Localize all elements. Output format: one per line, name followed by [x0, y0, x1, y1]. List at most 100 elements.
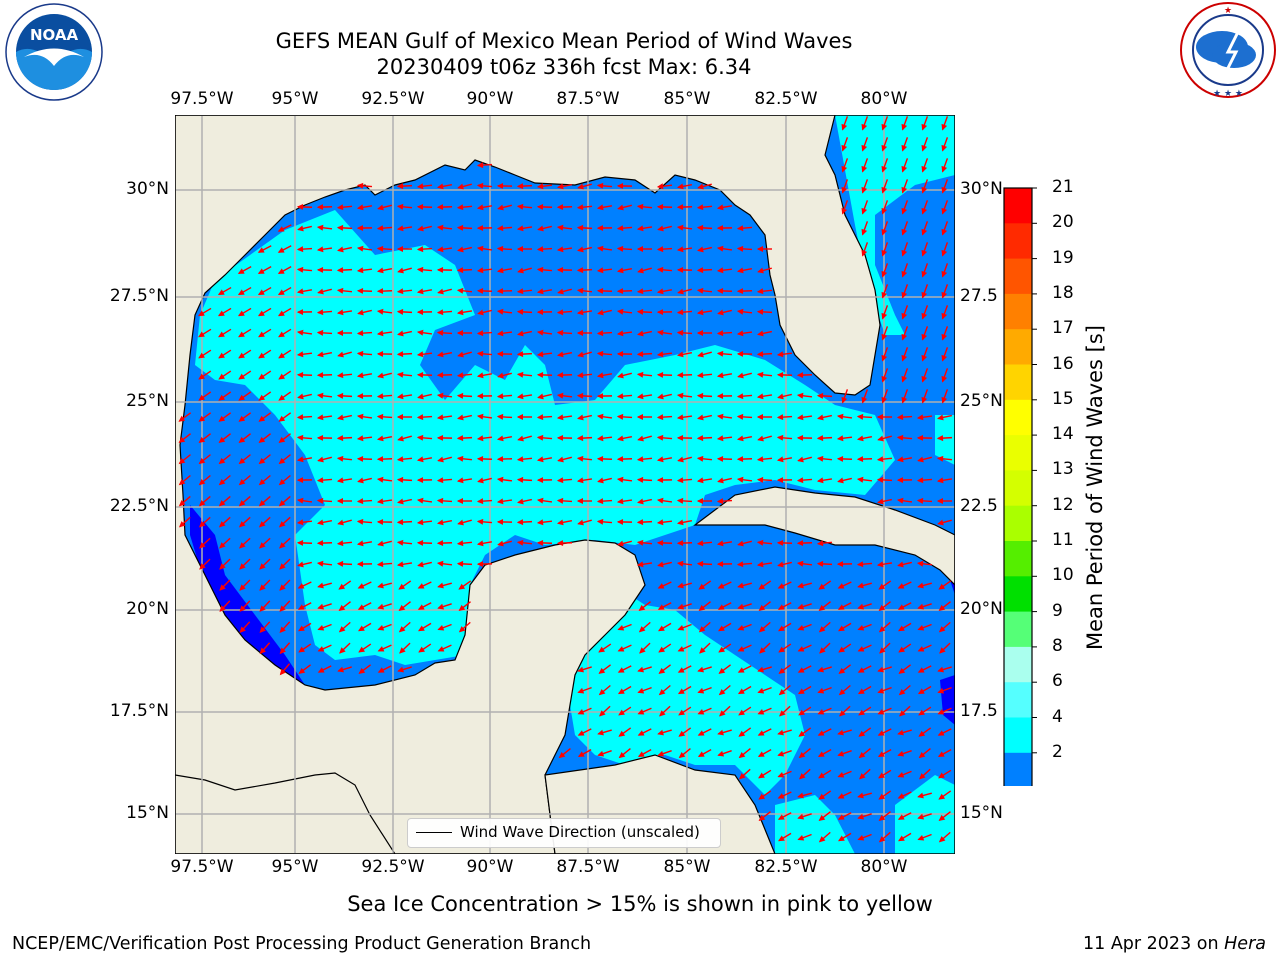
wave-direction-arrowhead: [777, 561, 784, 568]
wave-direction-arrowhead: [576, 435, 584, 442]
wave-direction-arrowhead: [597, 309, 604, 316]
wave-direction-arrowhead: [857, 582, 864, 589]
colorbar-segment: [1004, 364, 1032, 401]
wave-direction-arrowhead: [376, 476, 384, 483]
wave-direction-arrowhead: [396, 225, 404, 232]
wave-direction-arrowhead: [617, 667, 625, 673]
wave-direction-arrowhead: [536, 477, 544, 484]
wave-direction-arrowhead: [477, 477, 484, 484]
wave-direction-arrowhead: [219, 584, 226, 591]
wave-direction-arrowhead: [336, 224, 344, 231]
wave-direction-arrowhead: [536, 434, 544, 441]
wave-direction-arrowhead: [457, 246, 464, 253]
wave-direction-arrowhead: [436, 246, 444, 253]
wave-direction-arrowhead: [838, 689, 846, 696]
wave-direction-arrowhead: [876, 456, 884, 463]
wave-direction-arrowhead: [396, 371, 404, 378]
wave-direction-arrowhead: [676, 434, 684, 441]
wave-direction-arrowhead: [941, 228, 948, 236]
wave-direction-arrowhead: [316, 560, 324, 567]
wave-direction-arrowhead: [577, 666, 584, 673]
wave-direction-arrowhead: [696, 435, 704, 442]
wave-direction-arrowhead: [896, 497, 904, 504]
wave-direction-arrowhead: [677, 582, 684, 589]
lon-label-bottom: 95°W: [271, 857, 319, 877]
wave-direction-arrowhead: [941, 333, 948, 341]
wave-direction-arrowhead: [876, 561, 884, 568]
wave-direction-arrowhead: [357, 604, 365, 610]
wave-direction-arrowhead: [259, 647, 266, 655]
wave-direction-arrowhead: [418, 625, 425, 632]
wave-direction-arrowhead: [178, 478, 186, 486]
wave-direction-arrowhead: [476, 245, 484, 252]
wave-direction-arrowhead: [716, 372, 724, 379]
wave-direction-arrowhead: [178, 436, 186, 443]
wave-direction-arrowhead: [356, 225, 364, 232]
wave-direction-arrowhead: [637, 267, 644, 274]
legend: Wind Wave Direction (unscaled): [407, 818, 721, 848]
wave-direction-arrowhead: [717, 583, 725, 589]
wave-direction-arrowhead: [557, 351, 564, 358]
wave-direction-arrowhead: [296, 203, 304, 210]
lat-label-right: 22.5: [960, 496, 998, 516]
wave-direction-arrowhead: [657, 729, 664, 736]
wave-direction-arrowhead: [656, 351, 664, 358]
wave-direction-arrowhead: [737, 603, 745, 610]
wave-direction-arrowhead: [757, 435, 764, 442]
wave-direction-arrowhead: [278, 331, 285, 338]
wave-direction-arrowhead: [816, 540, 824, 547]
wave-direction-arrowhead: [736, 245, 744, 252]
wave-direction-arrowhead: [896, 434, 904, 441]
wave-direction-arrowhead: [917, 456, 924, 463]
wave-direction-arrowhead: [636, 225, 644, 232]
wave-direction-arrowhead: [636, 519, 644, 526]
wave-direction-arrowhead: [797, 646, 805, 652]
wave-direction-arrowhead: [437, 351, 444, 358]
wave-direction-arrowhead: [616, 245, 624, 252]
wave-direction-arrowhead: [716, 540, 724, 547]
wave-direction-arrowhead: [238, 352, 245, 359]
wave-direction-arrowhead: [476, 267, 484, 274]
wave-direction-arrowhead: [658, 625, 665, 632]
wave-direction-arrowhead: [417, 393, 424, 400]
wave-direction-arrowhead: [901, 270, 908, 278]
wave-direction-arrowhead: [596, 182, 604, 189]
wave-direction-arrowhead: [556, 309, 564, 316]
wave-direction-arrowhead: [937, 687, 945, 694]
wave-direction-arrowhead: [516, 414, 524, 420]
colorbar-tick-label: 6: [1052, 671, 1063, 692]
colorbar-frame: [1003, 187, 1033, 786]
wave-direction-arrowhead: [916, 434, 924, 441]
wave-direction-arrowhead: [416, 414, 424, 421]
wave-direction-arrowhead: [697, 687, 705, 694]
wave-direction-arrowhead: [496, 413, 504, 420]
wave-direction-arrowhead: [218, 457, 226, 465]
wave-direction-arrowhead: [218, 478, 226, 486]
wave-direction-arrowhead: [837, 477, 844, 484]
wave-direction-arrowhead: [316, 497, 324, 504]
wave-direction-arrowhead: [356, 287, 364, 294]
wave-direction-arrowhead: [921, 354, 928, 362]
wave-direction-arrowhead: [556, 372, 564, 379]
wave-direction-arrowhead: [816, 477, 824, 484]
lat-label-left: 25°N: [126, 391, 169, 411]
lon-label-bottom: 97.5°W: [170, 857, 234, 877]
wave-direction-arrowhead: [917, 667, 925, 673]
wave-direction-arrowhead: [716, 455, 724, 462]
wave-direction-arrowhead: [921, 396, 928, 404]
wave-direction-arrowhead: [556, 392, 564, 399]
wave-direction-arrowhead: [356, 435, 364, 442]
wave-direction-arrowhead: [616, 225, 624, 232]
wave-direction-arrowhead: [779, 710, 786, 717]
wave-direction-arrowhead: [736, 393, 744, 400]
wave-direction-arrowhead: [556, 414, 564, 421]
wave-direction-arrowhead: [797, 688, 805, 695]
wave-direction-arrowhead: [279, 647, 286, 655]
wave-direction-arrowhead: [239, 563, 246, 570]
wave-direction-arrowhead: [677, 183, 684, 190]
wave-direction-arrowhead: [878, 836, 886, 843]
wave-direction-arrowhead: [298, 625, 305, 632]
wave-direction-arrowhead: [476, 330, 484, 337]
wave-direction-arrowhead: [476, 162, 484, 169]
wave-direction-arrowhead: [218, 415, 226, 422]
